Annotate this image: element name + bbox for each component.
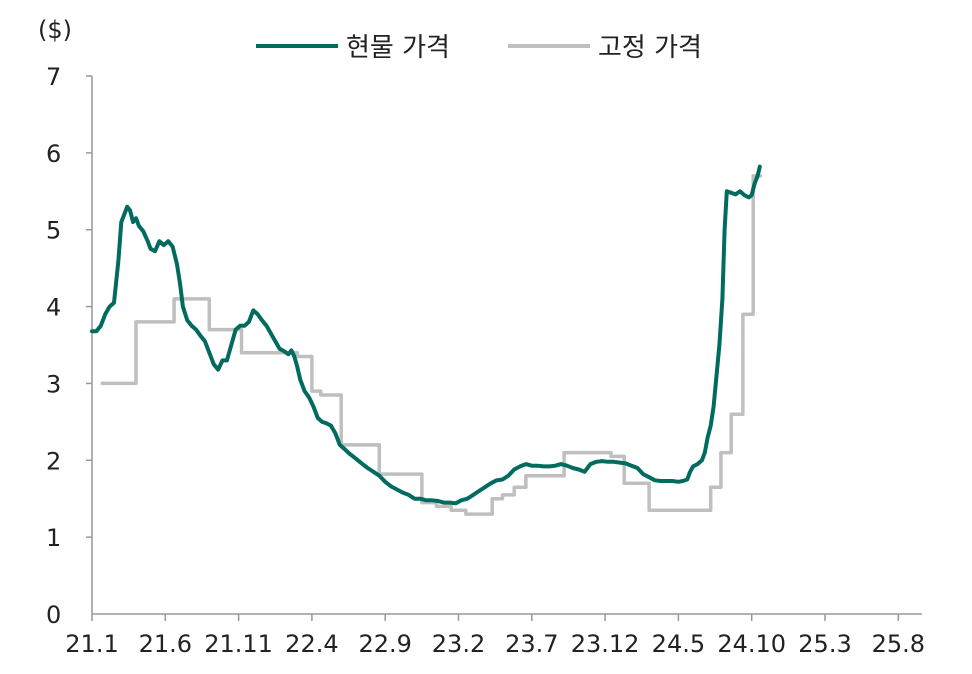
x-tick-label: 23.12 bbox=[571, 630, 640, 658]
y-tick-label: 4 bbox=[46, 294, 61, 322]
legend-label-spot-price: 현물 가격 bbox=[346, 33, 450, 63]
series-line-fixed-price bbox=[100, 174, 763, 516]
y-tick-label: 7 bbox=[46, 63, 61, 91]
x-tick-label: 24.10 bbox=[717, 630, 786, 658]
legend-label-fixed-price: 고정 가격 bbox=[598, 33, 702, 63]
x-tick-label: 21.6 bbox=[139, 630, 192, 658]
x-tick-label: 25.3 bbox=[798, 630, 851, 658]
legend: 현물 가격 고정 가격 bbox=[256, 33, 702, 63]
y-tick-label: 6 bbox=[46, 140, 61, 168]
x-tick-label: 23.7 bbox=[505, 630, 558, 658]
y-tick-label: 2 bbox=[46, 447, 61, 475]
y-tick-label: 1 bbox=[46, 524, 61, 552]
x-tick-label: 22.9 bbox=[358, 630, 411, 658]
x-tick-label: 21.1 bbox=[65, 630, 118, 658]
y-axis-unit-label: ($) bbox=[38, 16, 72, 44]
series-layer bbox=[90, 164, 763, 516]
x-tick-label: 22.4 bbox=[285, 630, 338, 658]
x-tick-label: 25.8 bbox=[872, 630, 925, 658]
x-tick-label: 21.11 bbox=[204, 630, 273, 658]
y-axis-ticks: 0 1 2 3 4 5 6 7 bbox=[46, 63, 92, 629]
y-tick-label: 3 bbox=[46, 370, 61, 398]
series-line-spot-price bbox=[90, 164, 762, 506]
y-tick-label: 0 bbox=[46, 601, 61, 629]
x-tick-label: 24.5 bbox=[652, 630, 705, 658]
y-tick-label: 5 bbox=[46, 217, 61, 245]
x-axis-ticks: 21.1 21.6 21.11 22.4 22.9 23.2 23.7 23.12 24.5 24… bbox=[65, 614, 925, 658]
x-tick-label: 23.2 bbox=[432, 630, 485, 658]
